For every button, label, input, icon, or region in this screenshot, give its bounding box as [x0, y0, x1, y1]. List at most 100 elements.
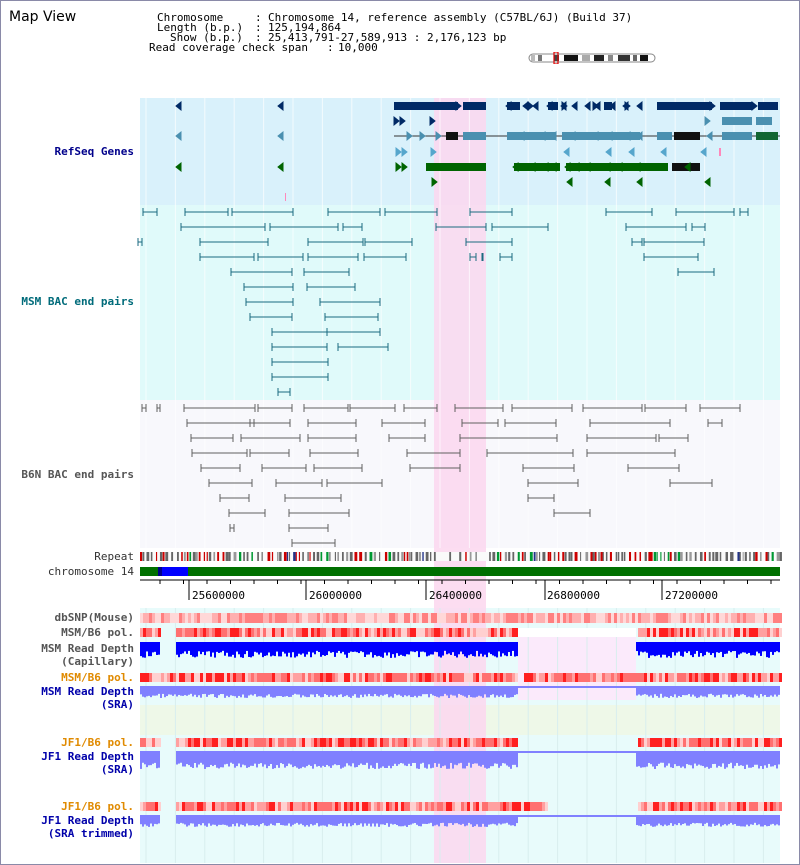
- polymorphism-cell: [746, 628, 749, 637]
- polymorphism-cell: [374, 673, 377, 682]
- jf1-b6-pol-trim-label[interactable]: JF1/B6 pol.: [61, 800, 134, 813]
- read-depth-bar: [356, 686, 358, 698]
- read-depth-bar: [188, 751, 190, 766]
- polymorphism-cell: [332, 628, 335, 637]
- dbsnp-cell: [608, 613, 611, 623]
- read-depth-bar: [324, 751, 326, 767]
- read-depth-bar: [390, 642, 392, 658]
- dbsnp-cell: [251, 613, 254, 623]
- polymorphism-cell: [515, 628, 518, 637]
- dbsnp-cell: [443, 613, 446, 623]
- polymorphism-cell: [149, 673, 152, 682]
- read-depth-bar: [492, 815, 494, 824]
- msm-b6-pol-sra-label[interactable]: MSM/B6 pol.: [61, 671, 134, 684]
- repeat-element: [459, 552, 462, 561]
- msm-depth-capillary-label[interactable]: MSM Read Depth: [41, 642, 134, 655]
- polymorphism-cell: [515, 673, 518, 682]
- read-depth-bar: [332, 686, 334, 697]
- polymorphism-cell: [449, 802, 452, 811]
- read-depth-bar: [774, 815, 776, 826]
- polymorphism-cell: [488, 673, 491, 682]
- repeat-element: [309, 552, 311, 561]
- jf1-depth-label[interactable]: JF1 Read Depth: [41, 750, 134, 763]
- read-depth-bar: [746, 815, 748, 825]
- read-depth-bar: [496, 686, 498, 696]
- dbsnp-cell: [227, 613, 230, 623]
- dbsnp-cell: [509, 613, 512, 623]
- read-depth-bar: [340, 751, 342, 769]
- jf1-b6-pol-label[interactable]: JF1/B6 pol.: [61, 736, 134, 749]
- repeat-element: [536, 552, 538, 561]
- polymorphism-cell: [596, 673, 599, 682]
- chromosome-ideogram[interactable]: [528, 52, 658, 64]
- polymorphism-cell: [443, 738, 446, 747]
- msm-depth-sra-label[interactable]: MSM Read Depth: [41, 685, 134, 698]
- polymorphism-cell: [206, 738, 209, 747]
- repeat-element: [320, 552, 323, 561]
- polymorphism-cell: [200, 738, 203, 747]
- read-depth-bar: [324, 642, 326, 656]
- repeat-element: [283, 552, 287, 561]
- msm-bac-label[interactable]: MSM BAC end pairs: [21, 295, 134, 308]
- repeat-element: [521, 552, 524, 561]
- read-depth-bar: [296, 642, 298, 657]
- read-depth-bar: [446, 686, 448, 696]
- read-depth-bar: [438, 686, 440, 698]
- read-depth-bar: [426, 686, 428, 695]
- chromosome-bar: [140, 567, 780, 576]
- polymorphism-cell: [608, 673, 611, 682]
- polymorphism-cell: [524, 802, 527, 811]
- polymorphism-cell: [335, 738, 338, 747]
- dbsnp-label[interactable]: dbSNP(Mouse): [54, 611, 134, 624]
- polymorphism-cell: [527, 673, 530, 682]
- polymorphism-cell: [665, 628, 668, 637]
- dbsnp-cell: [536, 613, 539, 623]
- read-depth-bar: [758, 642, 760, 654]
- polymorphism-cell: [383, 802, 386, 811]
- msm-b6-pol-label[interactable]: MSM/B6 pol.: [61, 626, 134, 639]
- repeat-element: [181, 552, 183, 561]
- polymorphism-cell: [272, 802, 275, 811]
- repeat-element: [140, 552, 143, 561]
- read-depth-bar: [364, 642, 366, 657]
- read-depth-bar: [416, 642, 418, 652]
- gene-marker: [285, 193, 286, 201]
- refseq-genes-label[interactable]: RefSeq Genes: [54, 145, 134, 158]
- arrow-left-icon: [539, 130, 546, 142]
- read-depth-bar: [328, 686, 330, 697]
- read-depth-bar: [246, 751, 248, 768]
- read-depth-bar: [690, 686, 692, 697]
- read-depth-bar: [424, 686, 426, 695]
- read-depth-bar: [186, 815, 188, 827]
- read-depth-bar: [714, 686, 716, 697]
- read-depth-bar: [488, 751, 490, 769]
- read-depth-bar: [202, 642, 204, 652]
- polymorphism-cell: [230, 628, 233, 637]
- polymorphism-cell: [185, 628, 188, 637]
- read-depth-bar: [702, 642, 704, 657]
- read-depth-bar: [460, 815, 462, 825]
- dbsnp-cell: [272, 613, 275, 623]
- read-depth-bar: [372, 686, 374, 697]
- read-depth-bar: [422, 642, 424, 652]
- dbsnp-cell: [734, 613, 737, 623]
- polymorphism-cell: [212, 673, 215, 682]
- read-depth-bar: [290, 686, 292, 697]
- read-depth-bar: [400, 751, 402, 764]
- jf1-trim-depth-label[interactable]: JF1 Read Depth: [41, 814, 134, 827]
- repeat-element: [685, 552, 688, 561]
- gene-block: [507, 132, 555, 140]
- dbsnp-cell: [158, 613, 161, 623]
- read-depth-bar: [672, 642, 674, 653]
- polymorphism-cell: [203, 673, 206, 682]
- read-depth-bar: [260, 815, 262, 825]
- b6n-bac-label[interactable]: B6N BAC end pairs: [21, 468, 134, 481]
- read-depth-bar: [710, 642, 712, 655]
- read-depth-bar: [364, 751, 366, 765]
- read-depth-bar: [300, 751, 302, 769]
- read-depth-bar: [354, 686, 356, 695]
- polymorphism-cell: [287, 738, 290, 747]
- read-depth-bar: [316, 815, 318, 824]
- polymorphism-cell: [416, 628, 419, 637]
